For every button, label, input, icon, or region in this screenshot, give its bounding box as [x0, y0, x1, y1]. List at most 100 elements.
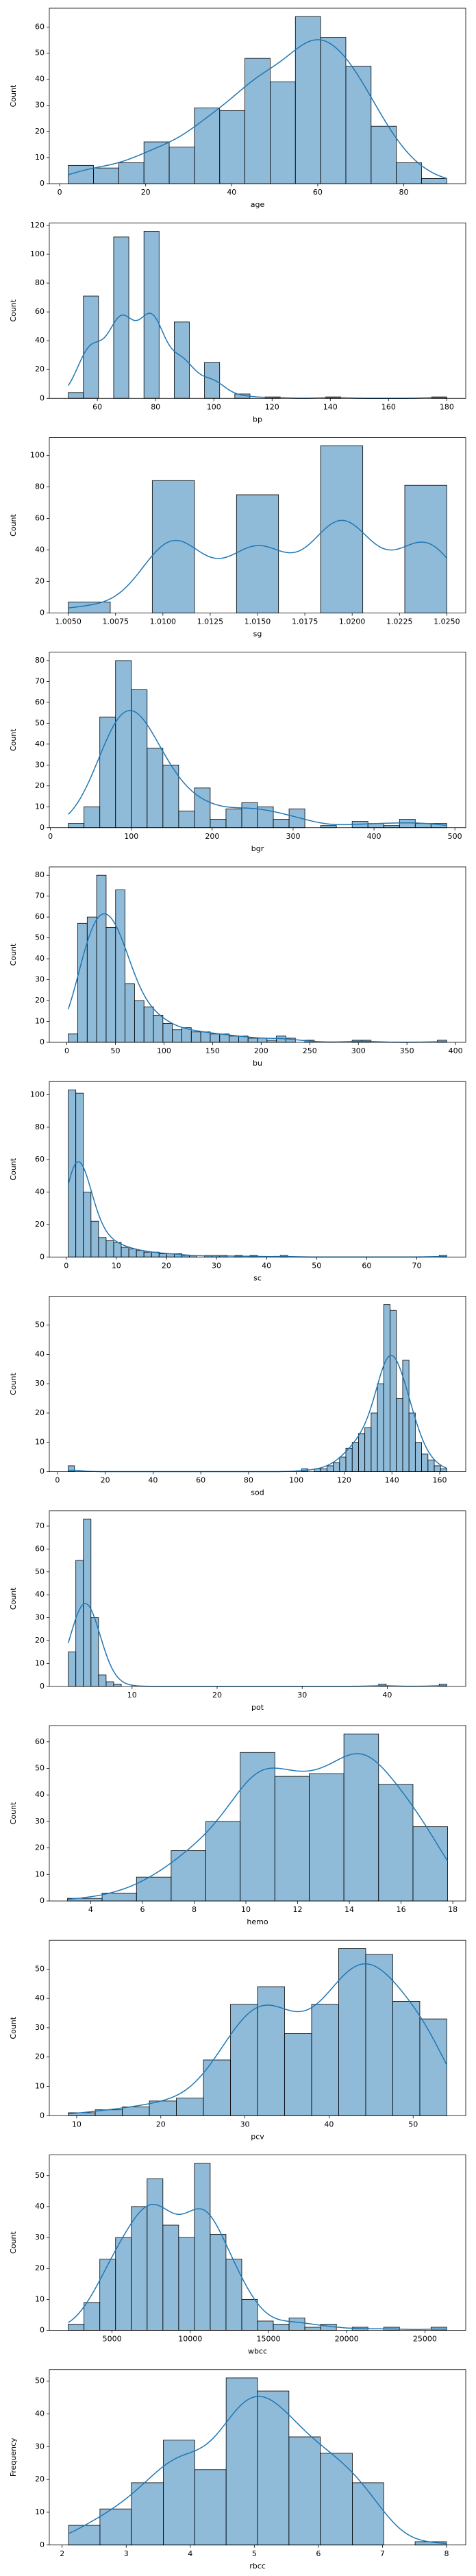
- histogram-bar: [257, 2320, 274, 2331]
- y-tick-label: 20: [35, 1408, 45, 1417]
- kde-curve: [67, 1753, 449, 1900]
- x-tick-label: 10: [241, 1905, 251, 1914]
- y-tick-label: 80: [35, 1123, 45, 1131]
- y-tick-label: 70: [35, 1521, 45, 1530]
- x-tick-label: 0: [64, 1261, 68, 1270]
- axes-frame: [49, 652, 466, 829]
- kde-curve: [68, 1963, 448, 2115]
- y-tick-label: 60: [35, 22, 45, 31]
- histogram-bar: [383, 825, 400, 829]
- histogram-bar: [320, 445, 364, 613]
- x-tick-label: 12: [293, 1905, 303, 1914]
- histogram-bar: [274, 1776, 310, 1902]
- y-tick-label: 0: [40, 2326, 45, 2335]
- y-tick-label: 30: [35, 1613, 45, 1622]
- y-tick-label: 20: [35, 996, 45, 1005]
- y-tick-label: 40: [35, 1590, 45, 1599]
- y-tick-label: 10: [35, 802, 45, 811]
- histogram-bar: [412, 1826, 448, 1902]
- x-tick-label: 3: [124, 2549, 129, 2558]
- histogram-bar: [343, 1733, 379, 1902]
- histogram-bar: [153, 1014, 164, 1043]
- y-tick-label: 60: [35, 513, 45, 522]
- histogram-bar: [390, 1310, 397, 1472]
- histogram-bar: [68, 2525, 101, 2546]
- axes-frame: [49, 2155, 466, 2331]
- histogram-bar: [143, 1251, 152, 1258]
- y-tick-label: 100: [30, 1090, 45, 1099]
- histogram-bar: [396, 162, 422, 184]
- y-tick-label: 40: [35, 1349, 45, 1358]
- x-axis-label: bu: [253, 1059, 262, 1068]
- x-tick-label: 6: [140, 1905, 145, 1914]
- y-tick-label: 20: [35, 1843, 45, 1852]
- histogram-bar: [143, 141, 170, 184]
- y-tick-label: 0: [40, 393, 45, 402]
- x-tick-label: 50: [408, 2120, 418, 2129]
- x-axis-label: hemo: [247, 1917, 268, 1926]
- x-tick-label: 60: [362, 1261, 371, 1270]
- histogram-bar: [178, 2237, 195, 2331]
- histogram-bar: [118, 162, 145, 184]
- histogram-bar: [364, 1427, 372, 1472]
- histogram-bar: [378, 1784, 414, 1902]
- histogram-bar: [352, 2482, 384, 2546]
- histogram-bar: [143, 1006, 154, 1043]
- x-tick-label: 140: [385, 1476, 399, 1485]
- kde-curve: [68, 2396, 447, 2544]
- histogram-bar: [113, 1684, 122, 1687]
- y-axis-label: Count: [9, 84, 18, 107]
- axes-frame: [49, 1081, 466, 1258]
- y-tick-label: 50: [35, 2171, 45, 2180]
- histogram-bar: [229, 1035, 239, 1043]
- y-tick-label: 20: [35, 2052, 45, 2061]
- y-tick-label: 0: [40, 2111, 45, 2120]
- histogram-bar: [122, 2107, 150, 2116]
- y-tick-label: 0: [40, 1682, 45, 1691]
- y-tick-label: 50: [35, 2377, 45, 2385]
- histogram-bar: [194, 108, 221, 184]
- x-tick-label: 0: [64, 1046, 69, 1055]
- histogram-bar: [136, 1250, 145, 1258]
- histogram-bar: [241, 2298, 258, 2331]
- histogram-bar: [134, 1000, 145, 1043]
- axes-frame: [49, 222, 466, 399]
- y-axis-label: Frequency: [9, 2438, 18, 2477]
- x-axis-label: sg: [253, 630, 262, 639]
- histogram-bar: [68, 1033, 78, 1043]
- histogram-bar: [440, 1468, 447, 1472]
- y-tick-label: 80: [35, 482, 45, 491]
- x-tick-label: 150: [205, 1046, 220, 1055]
- x-tick-label: 20: [101, 1476, 110, 1485]
- y-axis-label: Count: [9, 1587, 18, 1610]
- y-tick-label: 0: [40, 1467, 45, 1476]
- histogram-bar: [86, 916, 97, 1043]
- y-tick-label: 40: [35, 1994, 45, 2002]
- x-tick-label: 1.0075: [102, 617, 129, 626]
- y-tick-label: 60: [35, 698, 45, 707]
- x-axis-label: pot: [251, 1703, 264, 1712]
- y-tick-label: 40: [35, 2202, 45, 2211]
- y-tick-label: 40: [35, 1790, 45, 1799]
- histogram-bar: [295, 16, 321, 184]
- histogram-bar: [115, 2237, 132, 2331]
- y-tick-label: 20: [35, 365, 45, 373]
- histogram-bar: [96, 874, 107, 1043]
- histogram-bar: [147, 748, 164, 829]
- x-tick-label: 14: [345, 1905, 354, 1914]
- x-tick-label: 60: [313, 188, 323, 197]
- y-tick-label: 60: [35, 1544, 45, 1553]
- y-tick-label: 60: [35, 1155, 45, 1164]
- axes-frame: [49, 2369, 466, 2546]
- histogram-bar: [402, 1360, 410, 1472]
- y-tick-label: 40: [35, 954, 45, 963]
- histogram-bar: [311, 2004, 339, 2116]
- histogram-bar: [408, 1412, 416, 1472]
- x-tick-label: 2: [60, 2549, 64, 2558]
- x-tick-label: 40: [324, 2120, 334, 2129]
- histogram-bar: [288, 2318, 305, 2331]
- x-tick-label: 500: [448, 832, 462, 841]
- histogram-bar: [309, 1773, 345, 1902]
- axes-frame: [49, 8, 466, 184]
- x-tick-label: 4: [88, 1905, 93, 1914]
